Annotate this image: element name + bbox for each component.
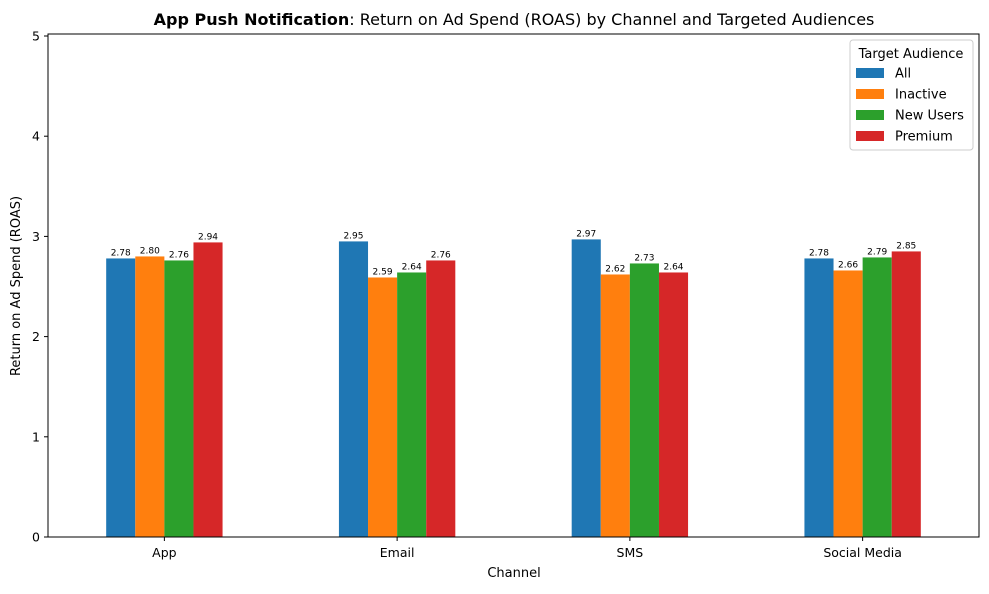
bar xyxy=(135,256,165,537)
data-label: 2.78 xyxy=(111,248,131,258)
legend-swatch xyxy=(856,131,884,141)
x-tick-label: Email xyxy=(380,545,415,560)
bar xyxy=(629,263,659,537)
bar xyxy=(658,272,689,537)
data-label: 2.85 xyxy=(896,241,916,251)
data-label: 2.95 xyxy=(343,231,363,241)
legend-title: Target Audience xyxy=(858,47,964,62)
legend-items: All Inactive New Users Premium xyxy=(856,67,964,145)
bar xyxy=(600,274,630,537)
bar xyxy=(426,260,456,537)
legend-box xyxy=(849,39,974,151)
data-label: 2.73 xyxy=(634,253,654,263)
data-label: 2.64 xyxy=(402,262,422,272)
bar xyxy=(891,251,921,538)
data-label: 2.66 xyxy=(838,260,858,270)
data-labels-layer: 2.78 2.80 2.76 2.94 2.95 2.59 2.64 2.76 2.97 2.62… xyxy=(111,229,917,277)
data-label: 2.97 xyxy=(576,229,596,239)
data-label: 2.79 xyxy=(867,247,887,257)
bar xyxy=(804,258,834,537)
x-axis-title: Channel xyxy=(487,566,540,581)
data-label: 2.80 xyxy=(140,246,160,256)
bars-layer xyxy=(106,239,921,538)
bar xyxy=(193,242,223,537)
y-tick-label: 1 xyxy=(32,429,40,444)
legend-swatch xyxy=(856,89,884,99)
chart-title-bold: App Push Notification xyxy=(154,10,350,29)
legend-label: Inactive xyxy=(895,88,947,103)
data-label: 2.59 xyxy=(373,267,393,277)
data-label: 2.78 xyxy=(809,248,829,258)
legend: Target Audience All Inactive New Users Prem… xyxy=(849,39,974,151)
y-tick-label: 0 xyxy=(32,530,40,545)
legend-swatch xyxy=(856,110,884,120)
y-tick-label: 3 xyxy=(32,229,40,244)
y-tick-label: 5 xyxy=(32,29,40,44)
legend-label: Premium xyxy=(895,130,953,145)
plot-frame xyxy=(47,33,980,538)
data-label: 2.94 xyxy=(198,232,218,242)
chart-title: App Push Notification: Return on Ad Spen… xyxy=(154,10,875,29)
bar xyxy=(338,241,369,537)
data-label: 2.64 xyxy=(663,262,683,272)
y-axis-title: Return on Ad Spend (ROAS) xyxy=(9,196,24,376)
bar xyxy=(833,270,863,537)
data-label: 2.76 xyxy=(169,250,189,260)
y-tick-label: 2 xyxy=(32,329,40,344)
bar xyxy=(106,258,136,537)
legend-label: New Users xyxy=(895,109,964,124)
data-label: 2.76 xyxy=(431,250,451,260)
bar xyxy=(571,239,601,537)
bar xyxy=(862,257,892,537)
bar xyxy=(368,277,398,537)
legend-label: All xyxy=(895,67,911,82)
x-axis: App Email SMS Social Media xyxy=(152,537,902,560)
bar xyxy=(397,272,427,537)
data-label: 2.62 xyxy=(605,264,625,274)
x-tick-label: SMS xyxy=(617,545,644,560)
legend-swatch xyxy=(856,68,884,78)
y-axis: 0 1 2 3 4 5 xyxy=(32,29,48,545)
chart-title-rest: : Return on Ad Spend (ROAS) by Channel a… xyxy=(349,10,874,29)
x-tick-label: Social Media xyxy=(823,545,902,560)
bar xyxy=(164,260,194,537)
y-tick-label: 4 xyxy=(32,129,40,144)
x-tick-label: App xyxy=(152,545,176,560)
